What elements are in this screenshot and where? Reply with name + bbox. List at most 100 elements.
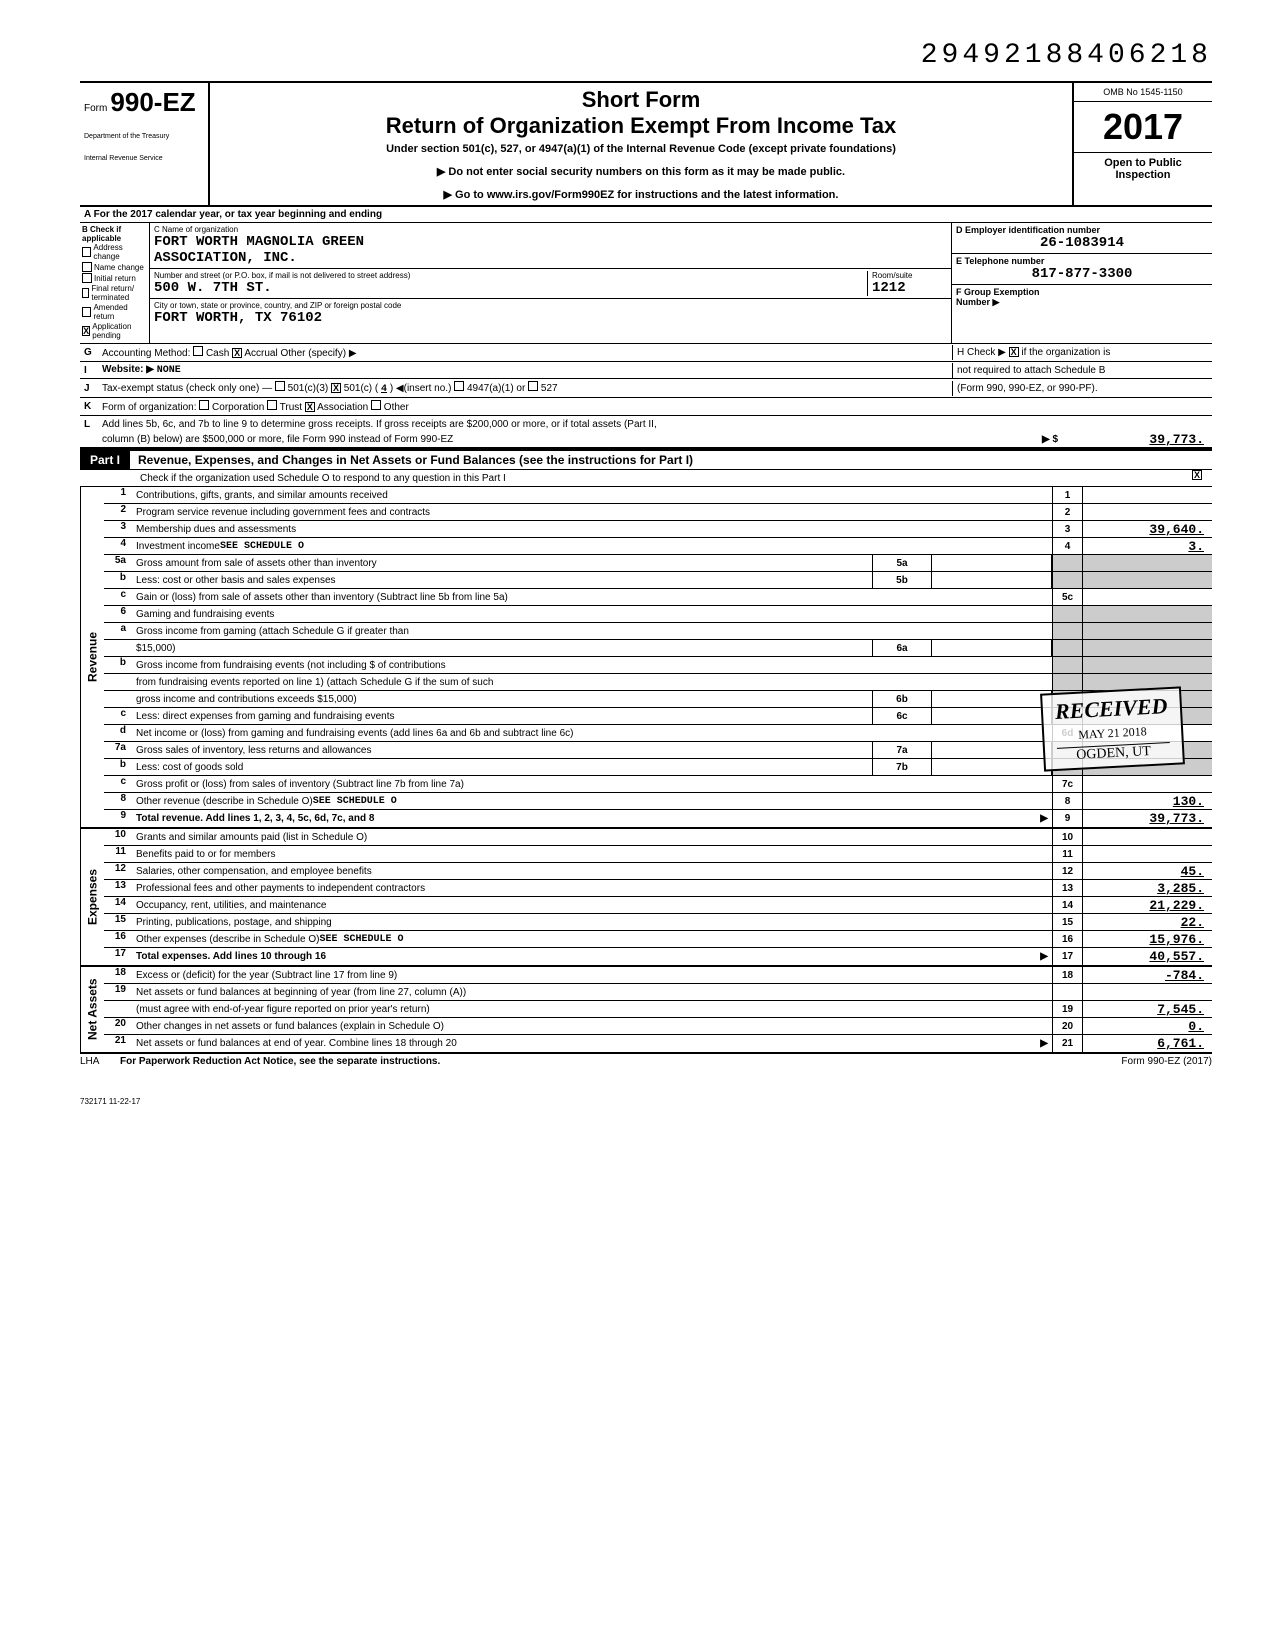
amount-cell: 6,761. xyxy=(1082,1035,1212,1052)
col-b-item: Initial return xyxy=(82,273,147,283)
group-label: F Group Exemption xyxy=(956,287,1208,297)
line-k-checkbox[interactable]: X xyxy=(305,402,315,412)
netassets-label: Net Assets xyxy=(80,967,104,1052)
table-row: 21Net assets or fund balances at end of … xyxy=(104,1035,1212,1052)
table-row: 14Occupancy, rent, utilities, and mainte… xyxy=(104,897,1212,914)
table-row: 6Gaming and fundraising events xyxy=(104,606,1212,623)
table-row: bLess: cost or other basis and sales exp… xyxy=(104,572,1212,589)
lha: LHA xyxy=(80,1056,120,1067)
received-stamp: RECEIVED MAY 21 2018 OGDEN, UT xyxy=(1040,686,1184,771)
footer-form: Form 990-EZ (2017) xyxy=(1062,1056,1212,1067)
public-inspection: Open to Public Inspection xyxy=(1074,152,1212,185)
table-row: cGross profit or (loss) from sales of in… xyxy=(104,776,1212,793)
footer-code: 732171 11-22-17 xyxy=(80,1097,1212,1106)
amount-cell xyxy=(1082,846,1212,862)
amount-cell: 45. xyxy=(1082,863,1212,879)
col-b-item: Amended return xyxy=(82,303,147,321)
expenses-label: Expenses xyxy=(80,829,104,965)
col-b-checkbox[interactable] xyxy=(82,273,92,283)
col-b-item: Final return/ terminated xyxy=(82,284,147,302)
part-1-check-row: Check if the organization used Schedule … xyxy=(80,470,1212,487)
website-note: ▶ Go to www.irs.gov/Form990EZ for instru… xyxy=(218,188,1064,201)
table-row: 11Benefits paid to or for members11 xyxy=(104,846,1212,863)
table-row: 17Total expenses. Add lines 10 through 1… xyxy=(104,948,1212,965)
amount-cell: 39,640. xyxy=(1082,521,1212,537)
city-row: City or town, state or province, country… xyxy=(150,299,951,328)
col-b-checkbox[interactable] xyxy=(82,247,91,257)
col-b-header: B Check if applicable xyxy=(82,225,147,243)
stamp-date: MAY 21 2018 xyxy=(1055,723,1168,744)
city-value: FORT WORTH, TX 76102 xyxy=(154,310,947,326)
cash-checkbox[interactable] xyxy=(193,346,203,356)
city-label: City or town, state or province, country… xyxy=(154,301,947,310)
schedule-o-checkbox[interactable]: X xyxy=(1192,470,1202,480)
col-b-checkbox[interactable]: X xyxy=(82,326,90,336)
501c3-checkbox[interactable] xyxy=(275,381,285,391)
table-row: 8Other revenue (describe in Schedule O) … xyxy=(104,793,1212,810)
addr-label: Number and street (or P.O. box, if mail … xyxy=(154,271,867,280)
group-label2: Number ▶ xyxy=(956,297,1208,308)
line-l-2: column (B) below) are $500,000 or more, … xyxy=(80,432,1212,449)
short-form-title: Short Form xyxy=(218,87,1064,113)
amount-cell: 40,557. xyxy=(1082,948,1212,965)
line-j: J Tax-exempt status (check only one) — 5… xyxy=(80,379,1212,398)
amount-cell: 3,285. xyxy=(1082,880,1212,896)
table-row: cGain or (loss) from sale of assets othe… xyxy=(104,589,1212,606)
col-b-checkbox[interactable] xyxy=(82,307,91,317)
table-row: 13Professional fees and other payments t… xyxy=(104,880,1212,897)
col-b-checkbox[interactable] xyxy=(82,288,89,298)
dept-irs: Internal Revenue Service xyxy=(84,155,204,162)
4947-checkbox[interactable] xyxy=(454,381,464,391)
table-row: 16Other expenses (describe in Schedule O… xyxy=(104,931,1212,948)
table-row: $15,000)6a xyxy=(104,640,1212,657)
line-k-checkbox[interactable] xyxy=(371,400,381,410)
line-k-checkbox[interactable] xyxy=(267,400,277,410)
row-a-tax-year: A For the 2017 calendar year, or tax yea… xyxy=(80,207,1212,223)
expenses-section: Expenses 10Grants and similar amounts pa… xyxy=(80,829,1212,967)
amount-cell: 22. xyxy=(1082,914,1212,930)
org-name-row: C Name of organization FORT WORTH MAGNOL… xyxy=(150,223,951,269)
amount-cell: 15,976. xyxy=(1082,931,1212,947)
omb-number: OMB No 1545-1150 xyxy=(1074,83,1212,102)
table-row: 1Contributions, gifts, grants, and simil… xyxy=(104,487,1212,504)
amount-cell: -784. xyxy=(1082,967,1212,983)
table-row: 10Grants and similar amounts paid (list … xyxy=(104,829,1212,846)
amount-cell xyxy=(1082,776,1212,792)
header-center: Short Form Return of Organization Exempt… xyxy=(210,83,1072,205)
h-checkbox[interactable]: X xyxy=(1009,347,1019,357)
line-k-checkbox[interactable] xyxy=(199,400,209,410)
line-g: G Accounting Method: Cash X Accrual Othe… xyxy=(80,344,1212,362)
527-checkbox[interactable] xyxy=(528,381,538,391)
table-row: 2Program service revenue including gover… xyxy=(104,504,1212,521)
col-d-numbers: D Employer identification number 26-1083… xyxy=(952,223,1212,343)
amount-cell: 39,773. xyxy=(1082,810,1212,827)
501c-checkbox[interactable]: X xyxy=(331,383,341,393)
org-name-label: C Name of organization xyxy=(154,225,947,234)
table-row: 12Salaries, other compensation, and empl… xyxy=(104,863,1212,880)
line-k: K Form of organization: Corporation Trus… xyxy=(80,398,1212,416)
stamp-location: OGDEN, UT xyxy=(1056,742,1169,765)
table-row: from fundraising events reported on line… xyxy=(104,674,1212,691)
amount-cell xyxy=(1082,829,1212,845)
col-b-item: Name change xyxy=(82,262,147,272)
table-row: 3Membership dues and assessments339,640. xyxy=(104,521,1212,538)
group-row: F Group Exemption Number ▶ xyxy=(952,285,1212,310)
line-l-1: L Add lines 5b, 6c, and 7b to line 9 to … xyxy=(80,416,1212,432)
phone-label: E Telephone number xyxy=(956,256,1208,266)
ein-label: D Employer identification number xyxy=(956,225,1208,235)
part-1-header: Part I Revenue, Expenses, and Changes in… xyxy=(80,449,1212,470)
netassets-section: Net Assets 18Excess or (deficit) for the… xyxy=(80,967,1212,1054)
tax-year: 2017 xyxy=(1074,102,1212,152)
col-b-item: Address change xyxy=(82,243,147,261)
part-1-label: Part I xyxy=(80,451,130,469)
table-row: 18Excess or (deficit) for the year (Subt… xyxy=(104,967,1212,984)
phone-row: E Telephone number 817-877-3300 xyxy=(952,254,1212,285)
amount-cell xyxy=(1082,487,1212,503)
col-b-checkbox[interactable] xyxy=(82,262,92,272)
amount-cell: 21,229. xyxy=(1082,897,1212,913)
amount-cell: 3. xyxy=(1082,538,1212,554)
accrual-checkbox[interactable]: X xyxy=(232,348,242,358)
table-row: 15Printing, publications, postage, and s… xyxy=(104,914,1212,931)
table-row: 9Total revenue. Add lines 1, 2, 3, 4, 5c… xyxy=(104,810,1212,827)
table-row: aGross income from gaming (attach Schedu… xyxy=(104,623,1212,640)
